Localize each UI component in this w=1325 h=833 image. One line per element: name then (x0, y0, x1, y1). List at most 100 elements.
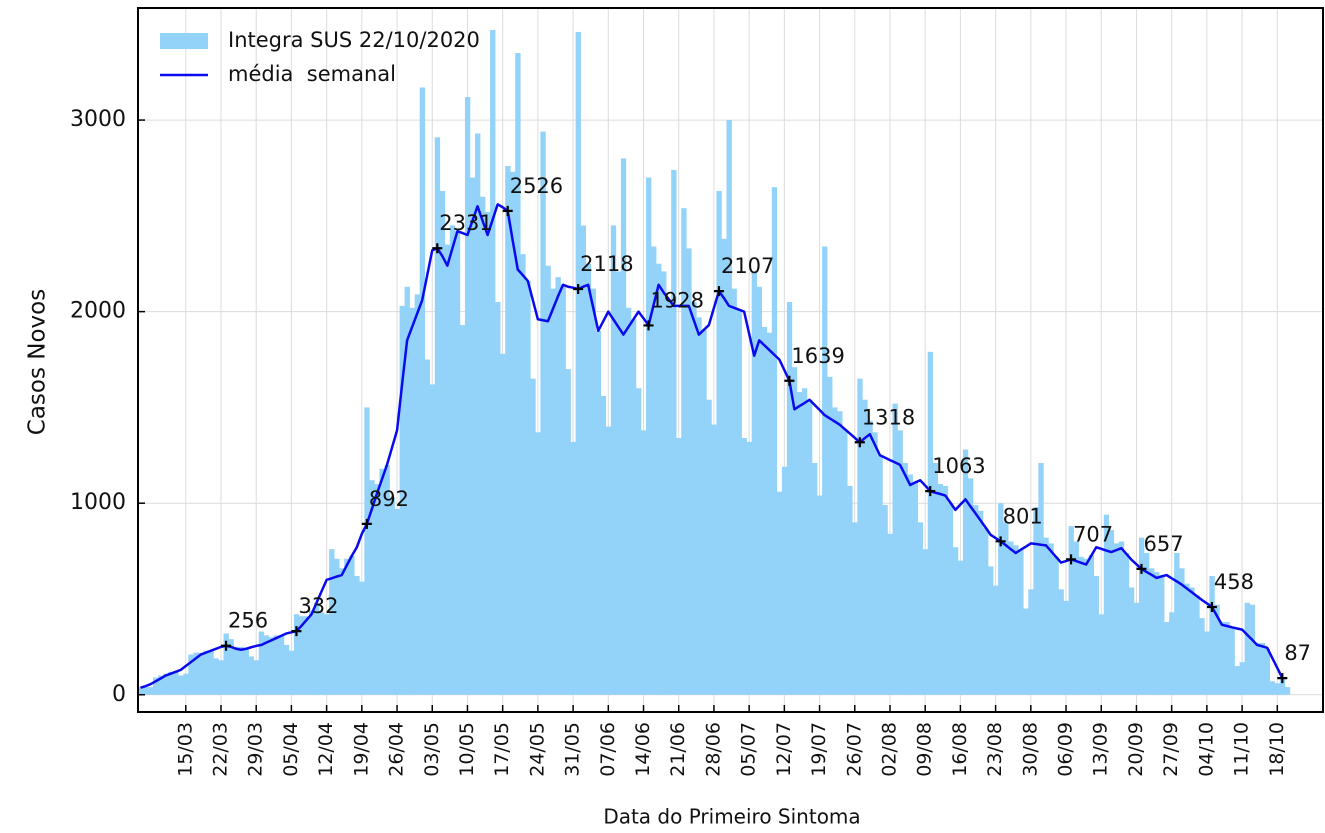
bar (173, 671, 179, 695)
bar (1018, 549, 1024, 695)
bar (580, 225, 586, 695)
bar (686, 248, 692, 695)
bar (268, 637, 275, 695)
bar (716, 190, 722, 695)
bar (213, 658, 219, 695)
point-marker (1277, 673, 1288, 684)
bar (314, 602, 320, 695)
point-marker (925, 486, 936, 497)
bar (218, 660, 224, 695)
bar (278, 635, 285, 695)
bar (288, 650, 295, 695)
bar (1199, 618, 1205, 695)
bar (736, 309, 742, 695)
bar (832, 407, 838, 695)
x-tick-label: 17/05 (491, 722, 513, 777)
bar (570, 441, 576, 695)
x-tick-label: 14/06 (632, 722, 654, 777)
x-tick-label: 31/05 (562, 722, 584, 777)
bar (384, 464, 390, 695)
bar (882, 505, 888, 695)
bar (243, 648, 249, 695)
bar (359, 581, 365, 695)
x-tick-label: 11/10 (1231, 722, 1253, 777)
data-label: 801 (1003, 504, 1043, 528)
bar (957, 560, 964, 695)
bar (374, 484, 380, 695)
bar (862, 399, 868, 695)
x-tick-label: 15/03 (174, 722, 196, 777)
bar (1058, 589, 1064, 695)
x-tick-label: 24/05 (526, 722, 548, 777)
bar (761, 326, 768, 695)
point-marker (361, 518, 372, 529)
bar (319, 612, 325, 695)
bar (404, 286, 410, 695)
bar (324, 614, 330, 695)
data-label: 256 (228, 609, 268, 633)
bar (168, 671, 174, 695)
bar (575, 31, 581, 695)
bar (148, 687, 154, 695)
bar (978, 510, 984, 695)
bar (515, 53, 521, 695)
bar (1229, 627, 1235, 695)
bar (721, 238, 727, 695)
bar (1284, 687, 1291, 695)
bar (555, 277, 561, 695)
bar (399, 305, 405, 695)
bar (394, 508, 400, 695)
bar (827, 376, 833, 695)
bar (1003, 522, 1009, 695)
bar (1108, 530, 1115, 695)
bar (334, 558, 340, 695)
bar (922, 549, 929, 695)
bar (1174, 553, 1180, 695)
x-tick-label: 26/04 (386, 722, 408, 777)
bar (1184, 583, 1190, 695)
bar (1043, 537, 1049, 695)
data-label: 332 (298, 594, 338, 618)
bar (188, 654, 194, 695)
legend-label: Integra SUS 22/10/2020 (228, 28, 480, 52)
point-marker (713, 286, 724, 297)
bar (1118, 541, 1125, 695)
x-tick-label: 22/03 (209, 722, 231, 777)
bar (952, 547, 959, 695)
bar (967, 478, 974, 695)
bar (917, 522, 923, 695)
bar (283, 644, 290, 695)
bar (776, 491, 783, 695)
bar (530, 378, 536, 695)
bar (354, 575, 360, 695)
bar (138, 687, 144, 695)
bar (525, 280, 531, 695)
point-marker (1066, 554, 1077, 565)
bar (691, 302, 697, 695)
bar (500, 353, 506, 695)
bar (676, 438, 682, 695)
bar (1269, 681, 1276, 695)
bar (696, 317, 702, 695)
point-marker (502, 205, 513, 216)
x-tick-label: 06/09 (1055, 722, 1077, 777)
point-marker (995, 536, 1006, 547)
bar (248, 656, 254, 695)
bar (379, 468, 385, 695)
bar (817, 495, 823, 695)
bar (1023, 608, 1029, 695)
bar (1013, 545, 1019, 695)
bar (801, 388, 808, 695)
bar (1249, 604, 1255, 695)
x-tick-label: 27/09 (1160, 722, 1182, 777)
bar (233, 646, 239, 695)
bar (153, 677, 159, 695)
bar (751, 271, 757, 695)
bar (867, 420, 873, 695)
bar (595, 330, 602, 695)
point-marker (221, 640, 232, 651)
data-label: 458 (1214, 570, 1254, 594)
bar (143, 687, 149, 695)
bar (339, 568, 345, 695)
bar (454, 231, 461, 695)
